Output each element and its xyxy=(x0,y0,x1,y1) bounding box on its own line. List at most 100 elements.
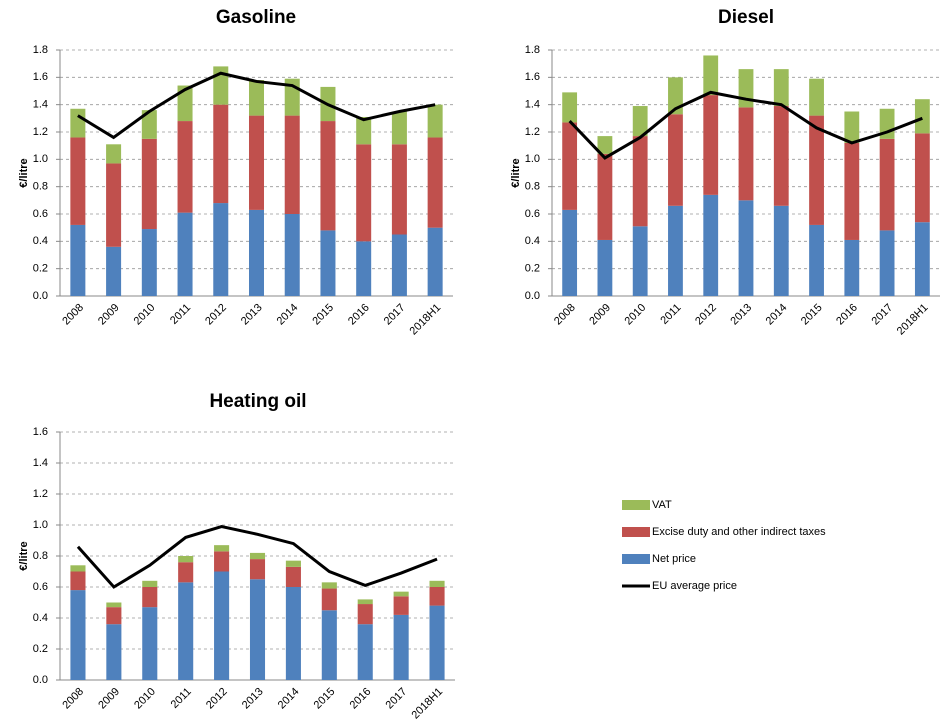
x-tick-label: 2017 xyxy=(382,302,408,328)
bar-segment xyxy=(427,137,443,228)
y-tick-label: 1.4 xyxy=(525,99,540,111)
bar-segment xyxy=(177,121,193,213)
bar-segment xyxy=(879,138,895,231)
bar-segment xyxy=(357,604,373,625)
bar-segment xyxy=(393,614,409,680)
legend-label: VAT xyxy=(652,499,672,511)
y-tick-label: 1.4 xyxy=(33,99,48,111)
x-tick-label: 2009 xyxy=(96,686,122,712)
x-tick-label: 2017 xyxy=(869,302,895,328)
bar-segment xyxy=(632,106,648,137)
y-tick-label: 0.2 xyxy=(525,263,540,275)
bar-segment xyxy=(562,122,578,210)
bar-segment xyxy=(391,111,407,145)
y-tick-label: 0.8 xyxy=(525,181,540,193)
legend-swatch xyxy=(622,500,650,510)
bar-segment xyxy=(248,80,265,116)
y-tick-label: 1.8 xyxy=(33,44,48,56)
bar-segment xyxy=(248,209,265,296)
bar-segment xyxy=(320,121,336,231)
bar-segment xyxy=(213,203,229,296)
x-tick-label: 2011 xyxy=(168,302,193,327)
legend-label: Excise duty and other indirect taxes xyxy=(652,526,826,538)
y-axis-label: €/litre xyxy=(510,158,522,187)
bar-segment xyxy=(214,571,230,680)
y-tick-label: 0.4 xyxy=(33,612,48,624)
x-tick-label: 2013 xyxy=(240,686,266,712)
bar-segment xyxy=(214,551,230,572)
bar-segment xyxy=(285,560,301,567)
bar-segment xyxy=(914,99,930,134)
bar-segment xyxy=(249,559,266,580)
y-tick-label: 0.8 xyxy=(33,181,48,193)
x-tick-label: 2015 xyxy=(312,686,338,712)
chart-title: Heating oil xyxy=(209,391,306,412)
bar-segment xyxy=(668,205,683,296)
bar-segment xyxy=(285,566,301,587)
bar-segment xyxy=(738,200,754,296)
bar-segment xyxy=(106,607,122,625)
bar-segment xyxy=(177,212,193,296)
bar-segment xyxy=(562,209,578,296)
bar-segment xyxy=(391,234,407,296)
chart-title: Gasoline xyxy=(216,7,296,28)
x-tick-label: 2018H1 xyxy=(408,302,444,338)
y-tick-label: 1.2 xyxy=(33,488,48,500)
bar-segment xyxy=(106,602,122,608)
bar-segment xyxy=(429,587,445,606)
bar-segment xyxy=(285,587,301,680)
bar-segment xyxy=(914,133,930,223)
bar-segment xyxy=(914,222,930,296)
x-tick-label: 2012 xyxy=(203,302,229,328)
legend-label: EU average price xyxy=(652,580,737,592)
bar-segment xyxy=(738,107,754,201)
bar-segment xyxy=(106,624,122,680)
bar-segment xyxy=(632,136,648,227)
x-tick-label: 2010 xyxy=(623,302,649,328)
y-tick-label: 0.2 xyxy=(33,643,48,655)
bar-segment xyxy=(356,241,372,296)
x-tick-label: 2016 xyxy=(346,302,372,328)
bar-segment xyxy=(248,115,265,210)
bar-segment xyxy=(562,92,578,123)
bar-segment xyxy=(178,562,194,583)
y-axis-label: €/litre xyxy=(18,158,30,187)
bar-segment xyxy=(70,590,86,680)
x-tick-label: 2012 xyxy=(204,686,230,712)
y-tick-label: 1.2 xyxy=(33,126,48,138)
bar-segment xyxy=(249,552,266,560)
bar-segment xyxy=(429,580,445,587)
legend-swatch xyxy=(622,554,650,564)
x-tick-label: 2010 xyxy=(132,686,158,712)
bar-segment xyxy=(773,69,789,107)
y-tick-label: 0.0 xyxy=(33,674,48,686)
bar-segment xyxy=(142,587,158,608)
bar-segment xyxy=(809,224,824,296)
bar-segment xyxy=(214,545,230,552)
y-tick-label: 0.2 xyxy=(33,263,48,275)
bar-segment xyxy=(356,116,372,145)
x-tick-label: 2014 xyxy=(764,302,790,328)
x-tick-label: 2017 xyxy=(384,686,410,712)
bar-segment xyxy=(703,95,719,195)
y-tick-label: 1.0 xyxy=(33,153,48,165)
y-tick-label: 0.0 xyxy=(33,290,48,302)
bar-segment xyxy=(321,588,337,611)
bar-segment xyxy=(357,624,373,680)
bar-segment xyxy=(809,78,824,116)
bar-segment xyxy=(773,106,789,206)
y-axis-label: €/litre xyxy=(18,541,30,570)
bar-segment xyxy=(703,194,719,296)
y-tick-label: 0.6 xyxy=(525,208,540,220)
x-tick-label: 2013 xyxy=(239,302,265,328)
x-tick-label: 2014 xyxy=(276,686,302,712)
y-tick-label: 1.0 xyxy=(33,519,48,531)
bar-segment xyxy=(106,246,122,296)
bar-segment xyxy=(597,136,613,154)
bar-segment xyxy=(70,108,86,138)
x-tick-label: 2016 xyxy=(348,686,374,712)
bar-segment xyxy=(844,142,860,240)
bar-segment xyxy=(142,580,158,587)
